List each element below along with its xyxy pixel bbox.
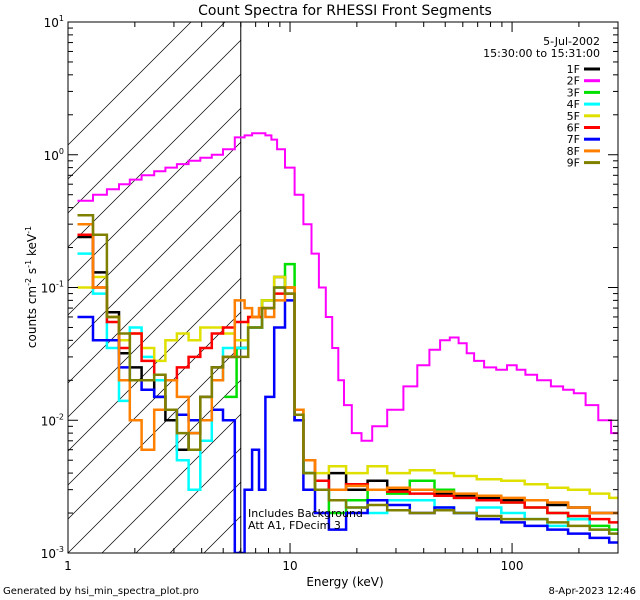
hatch-line xyxy=(68,107,241,282)
hatch-line xyxy=(68,345,241,520)
hatch-line xyxy=(68,39,241,214)
y-axis-label-base: counts cm xyxy=(25,286,39,348)
y-axis-label-exp2: -1 xyxy=(24,260,33,268)
hatch-line xyxy=(68,243,241,418)
y-axis-label-mid: s xyxy=(25,268,39,278)
y-tick-label-base: 10 xyxy=(41,547,56,561)
footer-generated-by: Generated by hsi_min_spectra_plot.pro xyxy=(3,586,199,597)
y-tick-label-exp: -2 xyxy=(56,412,64,421)
y-tick-label-base: 10 xyxy=(44,16,59,30)
legend-label-1F: 1F xyxy=(567,63,580,76)
x-axis-label: Energy (keV) xyxy=(306,575,383,589)
y-axis-label-end: keV xyxy=(25,233,39,260)
y-tick-label-base: 10 xyxy=(41,282,56,296)
hatch-line xyxy=(68,175,241,350)
hatch-line xyxy=(135,447,241,553)
y-tick-label: 100 xyxy=(44,147,64,163)
legend-label-9F: 9F xyxy=(567,157,580,170)
annotation-attenuator: Att A1, FDecim 3 xyxy=(248,519,341,532)
y-tick-label: 10-2 xyxy=(41,412,64,428)
hatch-line xyxy=(68,379,241,553)
hatch-line xyxy=(68,22,192,146)
legend-label-2F: 2F xyxy=(567,75,580,88)
hatch-line xyxy=(68,73,241,248)
legend-label-7F: 7F xyxy=(567,133,580,146)
hatch-line xyxy=(68,311,241,486)
hatch-line xyxy=(68,277,241,452)
y-tick-label-base: 10 xyxy=(44,149,59,163)
time-range-label: 15:30:00 to 15:31:00 xyxy=(483,47,600,60)
legend-label-4F: 4F xyxy=(567,98,580,111)
hatch-line xyxy=(68,22,226,180)
y-axis-label-exp3: -1 xyxy=(24,226,33,234)
series-line-9F xyxy=(77,214,618,535)
y-axis-label: counts cm-2 s-1 keV-1 xyxy=(24,226,39,348)
date-label: 5-Jul-2002 xyxy=(543,35,600,48)
y-tick-label-exp: -1 xyxy=(56,280,64,289)
y-tick-label-base: 10 xyxy=(41,414,56,428)
legend-label-3F: 3F xyxy=(567,86,580,99)
y-tick-label: 10-3 xyxy=(41,545,64,561)
series-lines xyxy=(77,132,618,553)
y-tick-label-exp: 0 xyxy=(59,147,64,156)
x-tick-label: 10 xyxy=(282,559,297,573)
y-tick-label-exp: -3 xyxy=(56,545,64,554)
y-axis-label-exp1: -2 xyxy=(24,278,33,286)
legend-label-5F: 5F xyxy=(567,110,580,123)
hatch-line xyxy=(68,209,241,384)
hatched-region xyxy=(68,22,241,553)
footer-timestamp: 8-Apr-2023 12:46 xyxy=(549,586,636,597)
chart-title: Count Spectra for RHESSI Front Segments xyxy=(198,3,492,19)
x-tick-label: 1 xyxy=(64,559,72,573)
series-line-2F xyxy=(77,132,618,442)
y-tick-label-exp: 1 xyxy=(59,14,64,23)
legend-label-8F: 8F xyxy=(567,145,580,158)
y-tick-label: 101 xyxy=(44,14,64,30)
annotation-background: Includes Background xyxy=(248,507,363,520)
x-tick-label: 100 xyxy=(501,559,524,573)
legend-label-6F: 6F xyxy=(567,122,580,135)
y-tick-label: 10-1 xyxy=(41,280,64,296)
hatch-line xyxy=(101,413,241,553)
x-ticks: 1 10 100 xyxy=(64,22,619,573)
